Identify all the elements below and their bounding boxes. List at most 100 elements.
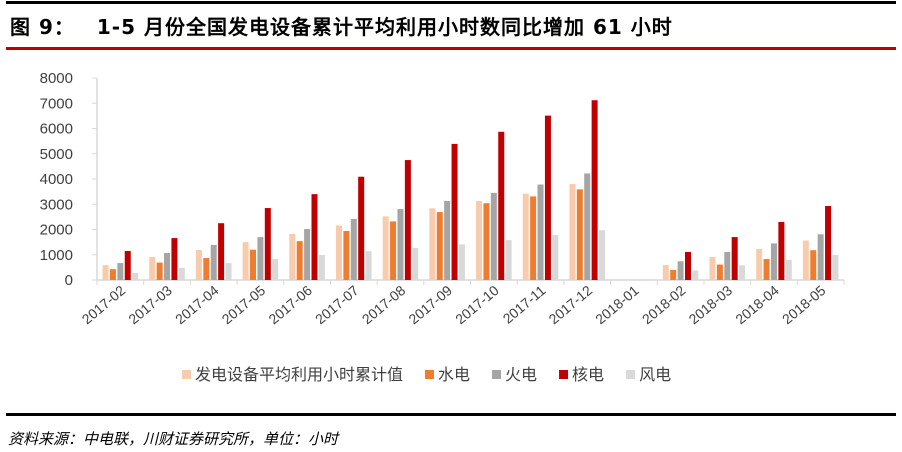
source-note: 资料来源：中电联，川财证券研究所，单位：小时 [8,430,339,448]
x-tick-label: 2017-06 [265,282,315,327]
top-rule [6,1,896,4]
title-underline [6,47,896,50]
bar-nuclear [591,100,598,280]
bar-thermal [724,251,731,280]
bar-thermal [537,184,544,280]
bar-total [382,216,389,280]
bar-hydro [763,259,770,280]
bar-hydro [109,269,116,280]
bar-nuclear [218,223,225,280]
x-tick-label: 2017-09 [405,282,455,327]
bar-wind [318,255,325,280]
y-tick-label: 6000 [40,121,73,138]
x-tick-label: 2017-11 [500,282,549,327]
bar-thermal [584,173,591,280]
figure-title: 图 9： 1-5 月份全国发电设备累计平均利用小时数同比增加 61 小时 [10,11,673,40]
bar-hydro [716,264,723,280]
bar-hydro [483,203,490,280]
bar-thermal [677,261,684,280]
bar-thermal [770,243,777,280]
bar-thermal [257,237,264,280]
legend-label: 水电 [438,365,470,384]
bar-hydro [670,269,677,280]
bar-nuclear [825,206,832,280]
bar-hydro [343,231,350,280]
y-tick-label: 3000 [40,196,73,213]
bar-total [195,249,202,280]
x-tick-label: 2018-01 [592,282,642,327]
bar-hydro [250,249,257,280]
bar-total [149,257,156,280]
bar-hydro [436,212,443,280]
bar-total [756,248,763,280]
bar-nuclear [684,251,691,280]
bar-wind [599,230,606,280]
x-tick-label: 2017-07 [312,282,362,327]
y-tick-label: 0 [65,272,73,289]
x-tick-label: 2018-03 [686,282,736,327]
x-tick-label: 2017-12 [545,282,595,327]
bar-thermal [164,252,171,280]
bar-hydro [576,189,583,280]
bar-nuclear [358,176,365,280]
bar-wind [832,255,839,280]
bar-total [802,240,809,280]
bar-thermal [304,228,311,280]
bar-wind [272,259,279,280]
bar-thermal [444,200,451,280]
figure-label: 图 9： [10,15,75,39]
bar-wind [458,244,465,280]
legend-label: 风电 [639,365,671,384]
bar-total [102,265,109,280]
y-tick-label: 2000 [40,222,73,239]
legend-label: 核电 [572,365,604,384]
x-tick-label: 2017-04 [172,282,222,327]
bar-hydro [296,241,303,280]
legend-label: 火电 [505,365,537,384]
bar-hydro [203,258,210,280]
bar-hydro [530,196,537,280]
bar-thermal [490,192,497,280]
bottom-rule [6,413,896,416]
y-tick-label: 1000 [40,247,73,264]
x-tick-label: 2018-02 [639,282,689,327]
bar-wind [505,240,512,280]
legend-swatch [182,370,191,379]
bar-wind [178,267,185,280]
bar-hydro [156,262,163,280]
bar-nuclear [731,237,738,280]
bar-thermal [817,234,824,280]
bar-chart: 0 1000 2000 3000 4000 5000 6000 7000 8000 2017-02… [40,70,845,384]
legend-swatch [492,370,502,379]
bar-nuclear [264,208,271,280]
x-tick-label: 2017-03 [125,282,175,327]
bar-total [522,193,529,280]
bar-nuclear [311,194,318,280]
bar-wind [132,272,139,280]
x-tick-label: 2017-02 [79,282,129,327]
bar-total [662,265,669,280]
bar-thermal [117,263,124,280]
bar-nuclear [171,238,178,280]
bar-wind [412,247,419,280]
bar-total [335,225,342,280]
x-tick-label: 2017-08 [359,282,409,327]
bar-wind [365,251,372,280]
bar-wind [552,235,559,280]
bar-nuclear [498,131,505,280]
bar-nuclear [124,250,131,280]
bar-wind [785,259,792,280]
bar-total [476,200,483,280]
bar-thermal [210,244,217,280]
legend-swatch [626,370,636,379]
bar-thermal [397,209,404,280]
bar-thermal [350,218,357,280]
bar-wind [692,270,699,280]
y-tick-label: 4000 [40,171,73,188]
figure-title-text: 1-5 月份全国发电设备累计平均利用小时数同比增加 61 小时 [96,15,673,39]
y-tick-label: 5000 [40,146,73,163]
x-tick-label: 2018-04 [732,282,782,327]
bar-nuclear [778,221,785,280]
legend-swatch [559,370,569,379]
bar-hydro [810,250,817,280]
